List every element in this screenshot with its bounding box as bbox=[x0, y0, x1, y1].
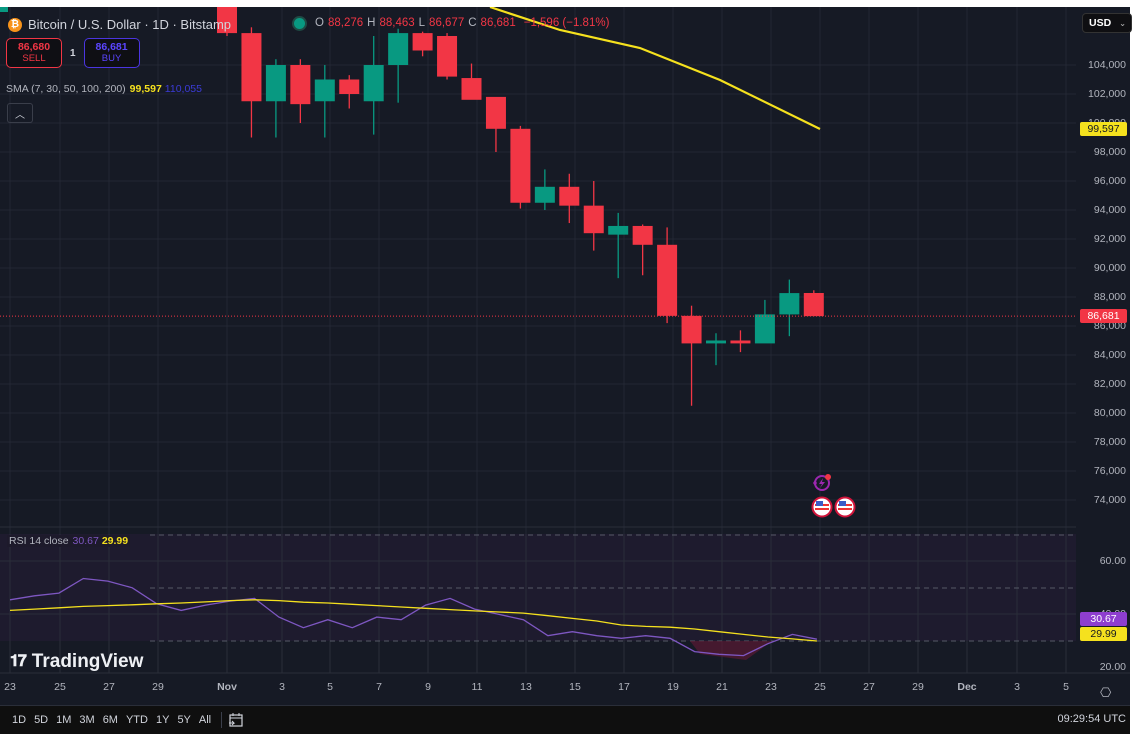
time-axis-label: 5 bbox=[327, 681, 333, 693]
price-axis-label: 90,000 bbox=[1093, 262, 1126, 274]
rsi-legend[interactable]: RSI 14 close 30.67 29.99 bbox=[7, 535, 131, 547]
range-1m[interactable]: 1M bbox=[56, 714, 72, 726]
bitcoin-icon: ₿ bbox=[8, 17, 22, 32]
rsi-label: RSI 14 close bbox=[9, 535, 69, 547]
time-axis-label: 5 bbox=[1063, 681, 1069, 693]
chart-canvas[interactable] bbox=[0, 7, 1130, 705]
open-value: 88,276 bbox=[327, 17, 364, 29]
price-axis-label: 74,000 bbox=[1093, 494, 1126, 506]
time-axis-label: 29 bbox=[912, 681, 924, 693]
sell-label: SELL bbox=[22, 53, 46, 64]
economic-event-icon[interactable] bbox=[810, 473, 832, 493]
toolbar-divider bbox=[221, 712, 223, 728]
time-axis-label: 27 bbox=[103, 681, 115, 693]
tradingview-watermark[interactable]: 𝟏𝟕 TradingView bbox=[10, 651, 143, 673]
chevron-up-icon: ︿ bbox=[15, 109, 25, 121]
open-label: O bbox=[315, 17, 324, 29]
price-axis-label: 104,000 bbox=[1088, 59, 1126, 71]
us-flag-event-icon[interactable] bbox=[834, 496, 856, 518]
price-axis-label: 98,000 bbox=[1093, 146, 1126, 158]
buy-button[interactable]: 86,681 BUY bbox=[83, 38, 140, 68]
time-axis-label: 11 bbox=[471, 681, 483, 693]
time-axis-label: 9 bbox=[425, 681, 431, 693]
time-axis-label: 23 bbox=[765, 681, 777, 693]
time-axis-label: 13 bbox=[520, 681, 532, 693]
sma-value-1: 99,597 bbox=[129, 83, 162, 95]
close-label: C bbox=[468, 17, 477, 29]
bottom-toolbar: 1D 5D 1M 3M 6M YTD 1Y 5Y All 09:29:54 UT… bbox=[0, 705, 1130, 734]
symbol-title: Bitcoin / U.S. Dollar · 1D · Bitstamp bbox=[28, 17, 231, 32]
close-value: 86,681 bbox=[480, 17, 516, 29]
price-axis-label: 84,000 bbox=[1093, 349, 1126, 361]
rsi-ma-value: 29.99 bbox=[101, 535, 129, 547]
rsi-value: 30.67 bbox=[72, 535, 99, 547]
trade-panel: 86,680 SELL 1 86,681 BUY bbox=[6, 38, 140, 68]
time-axis-label: 29 bbox=[152, 681, 164, 693]
time-axis-label: 25 bbox=[54, 681, 66, 693]
us-flag-event-icon[interactable] bbox=[811, 496, 833, 518]
buy-price: 86,681 bbox=[95, 41, 128, 53]
symbol-legend[interactable]: ₿ Bitcoin / U.S. Dollar · 1D · Bitstamp bbox=[8, 17, 231, 32]
sma-price-badge: 99,597 bbox=[1080, 121, 1127, 136]
currency-value: USD bbox=[1089, 17, 1112, 29]
quantity[interactable]: 1 bbox=[70, 47, 76, 59]
settings-icon[interactable]: ⎔ bbox=[1100, 685, 1112, 700]
collapse-legend-button[interactable]: ︿ bbox=[7, 103, 33, 123]
low-label: L bbox=[418, 17, 426, 29]
rsi-ma-badge: 29.99 bbox=[1080, 627, 1127, 641]
buy-label: BUY bbox=[101, 53, 122, 64]
tradingview-logo-icon: 𝟏𝟕 bbox=[10, 653, 27, 670]
time-axis-label: Nov bbox=[217, 681, 237, 693]
time-axis-label: 19 bbox=[667, 681, 679, 693]
go-to-date-icon[interactable] bbox=[228, 712, 244, 728]
range-1y[interactable]: 1Y bbox=[155, 714, 170, 726]
rsi-axis-label: 60.00 bbox=[1099, 555, 1126, 567]
range-6m[interactable]: 6M bbox=[102, 714, 118, 726]
time-axis-label: 3 bbox=[1014, 681, 1020, 693]
change-value: −1,596 (−1.81%) bbox=[523, 17, 610, 29]
rsi-axis-label: 20.00 bbox=[1099, 661, 1126, 673]
rsi-badge: 30.67 bbox=[1080, 612, 1127, 626]
sma-value-2: 110,055 bbox=[164, 83, 202, 95]
price-axis-label: 80,000 bbox=[1093, 407, 1126, 419]
time-axis-label: 3 bbox=[279, 681, 285, 693]
sell-button[interactable]: 86,680 SELL bbox=[6, 38, 62, 68]
sma-legend[interactable]: SMA (7, 30, 50, 100, 200) 99,597 110,055 bbox=[6, 83, 202, 95]
time-axis-label: 27 bbox=[863, 681, 875, 693]
price-axis-label: 92,000 bbox=[1093, 233, 1126, 245]
chevron-down-icon: ⌄ bbox=[1119, 18, 1126, 28]
price-axis-label: 96,000 bbox=[1093, 175, 1126, 187]
range-5y[interactable]: 5Y bbox=[177, 714, 191, 726]
price-axis-label: 88,000 bbox=[1093, 291, 1126, 303]
sell-price: 86,680 bbox=[17, 41, 51, 53]
time-axis-label: 21 bbox=[716, 681, 728, 693]
currency-select[interactable]: USD ⌄ bbox=[1082, 13, 1132, 33]
range-1d[interactable]: 1D bbox=[12, 714, 27, 726]
time-axis-label: Dec bbox=[957, 681, 977, 693]
time-axis-label: 15 bbox=[569, 681, 581, 693]
market-open-status-icon[interactable] bbox=[294, 17, 305, 29]
range-5d[interactable]: 5D bbox=[34, 714, 49, 726]
last-price-badge: 86,681 bbox=[1080, 309, 1127, 324]
price-axis-label: 76,000 bbox=[1093, 465, 1126, 477]
price-axis-label: 94,000 bbox=[1093, 204, 1126, 216]
price-axis-label: 102,000 bbox=[1088, 88, 1126, 100]
high-value: 88,463 bbox=[379, 17, 415, 29]
price-axis-label: 82,000 bbox=[1093, 378, 1126, 390]
range-ytd[interactable]: YTD bbox=[125, 714, 148, 726]
clock[interactable]: 09:29:54 UTC bbox=[1057, 713, 1126, 725]
watermark-text: TradingView bbox=[31, 651, 144, 672]
range-3m[interactable]: 3M bbox=[79, 714, 95, 726]
range-all[interactable]: All bbox=[198, 714, 212, 726]
sma-label: SMA (7, 30, 50, 100, 200) bbox=[6, 83, 126, 95]
chart-app: ₿ Bitcoin / U.S. Dollar · 1D · Bitstamp … bbox=[0, 7, 1132, 734]
time-axis-label: 7 bbox=[376, 681, 382, 693]
time-axis-label: 25 bbox=[814, 681, 826, 693]
low-value: 86,677 bbox=[429, 17, 465, 29]
high-label: H bbox=[367, 17, 376, 29]
price-axis-label: 78,000 bbox=[1093, 436, 1126, 448]
time-axis-label: 23 bbox=[4, 681, 16, 693]
time-axis-label: 17 bbox=[618, 681, 630, 693]
ohlc-readout: O 88,276 H 88,463 L 86,677 C 86,681 −1,596 (… bbox=[294, 17, 609, 29]
